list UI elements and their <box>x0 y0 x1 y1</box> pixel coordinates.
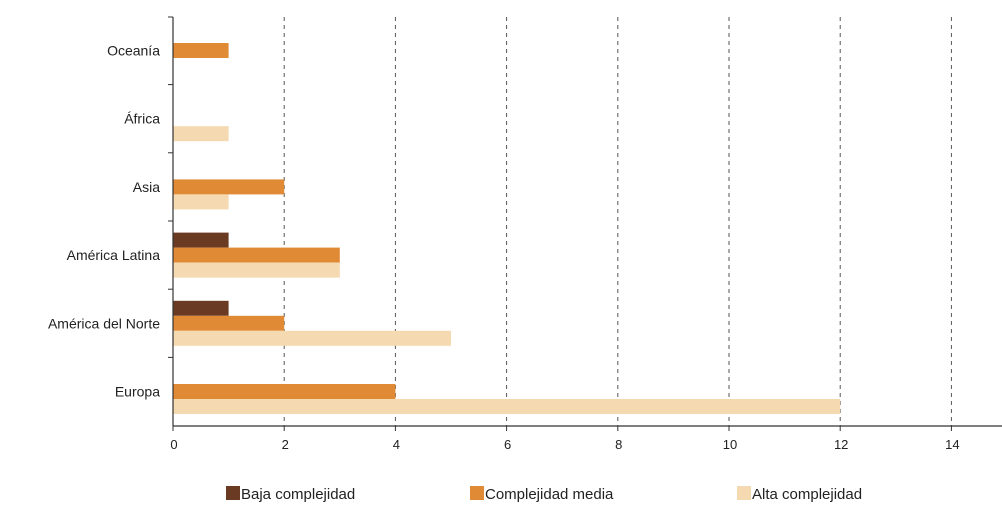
bar-europa-complejidad-media <box>173 384 396 399</box>
legend-label: Alta complejidad <box>752 486 862 503</box>
bar-asia-alta-complejidad <box>173 194 229 210</box>
bar-america-latina-complejidad-media <box>173 247 340 263</box>
bar-america-del-norte-baja-complejidad <box>173 300 229 316</box>
legend-swatch <box>737 486 751 500</box>
x-tick-label-0: 0 <box>170 437 177 452</box>
legend-item-complejidad-media: Complejidad media <box>470 486 614 503</box>
x-tick-label-12: 12 <box>834 437 848 452</box>
bar-america-latina-alta-complejidad <box>173 262 340 278</box>
category-label-africa: África <box>124 111 160 127</box>
bar-america-latina-baja-complejidad <box>173 232 229 248</box>
x-tick-label-4: 4 <box>393 437 400 452</box>
axis-labels: Oceanía África Asia América Latina América d… <box>48 43 960 453</box>
legend-label: Baja complejidad <box>241 486 355 503</box>
bar-asia-complejidad-media <box>173 179 285 195</box>
legend-item-alta-complejidad: Alta complejidad <box>737 486 862 503</box>
x-tick-label-8: 8 <box>615 437 622 452</box>
x-tick-label-6: 6 <box>504 437 511 452</box>
bar-america-del-norte-alta-complejidad <box>173 330 451 346</box>
bar-oceania-complejidad-media <box>173 43 229 58</box>
axes <box>168 16 1002 431</box>
x-tick-label-10: 10 <box>723 437 737 452</box>
category-label-europa: Europa <box>115 384 160 400</box>
category-label-america-del-norte: América del Norte <box>48 315 160 331</box>
bars <box>173 43 841 414</box>
legend-swatch <box>470 486 484 500</box>
bar-europa-alta-complejidad <box>173 399 841 414</box>
legend-swatch <box>226 486 240 500</box>
bar-america-del-norte-complejidad-media <box>173 315 285 331</box>
x-tick-label-2: 2 <box>282 437 289 452</box>
x-tick-label-14: 14 <box>945 437 959 452</box>
legend-item-baja-complejidad: Baja complejidad <box>226 486 355 503</box>
bar-africa-alta-complejidad <box>173 126 229 142</box>
legend-label: Complejidad media <box>485 486 614 503</box>
grid-lines <box>283 17 952 426</box>
category-label-oceania: Oceanía <box>107 43 160 59</box>
legend: Baja complejidad Complejidad media Alta co… <box>226 486 862 503</box>
category-label-america-latina: América Latina <box>67 247 161 263</box>
category-label-asia: Asia <box>133 179 160 195</box>
